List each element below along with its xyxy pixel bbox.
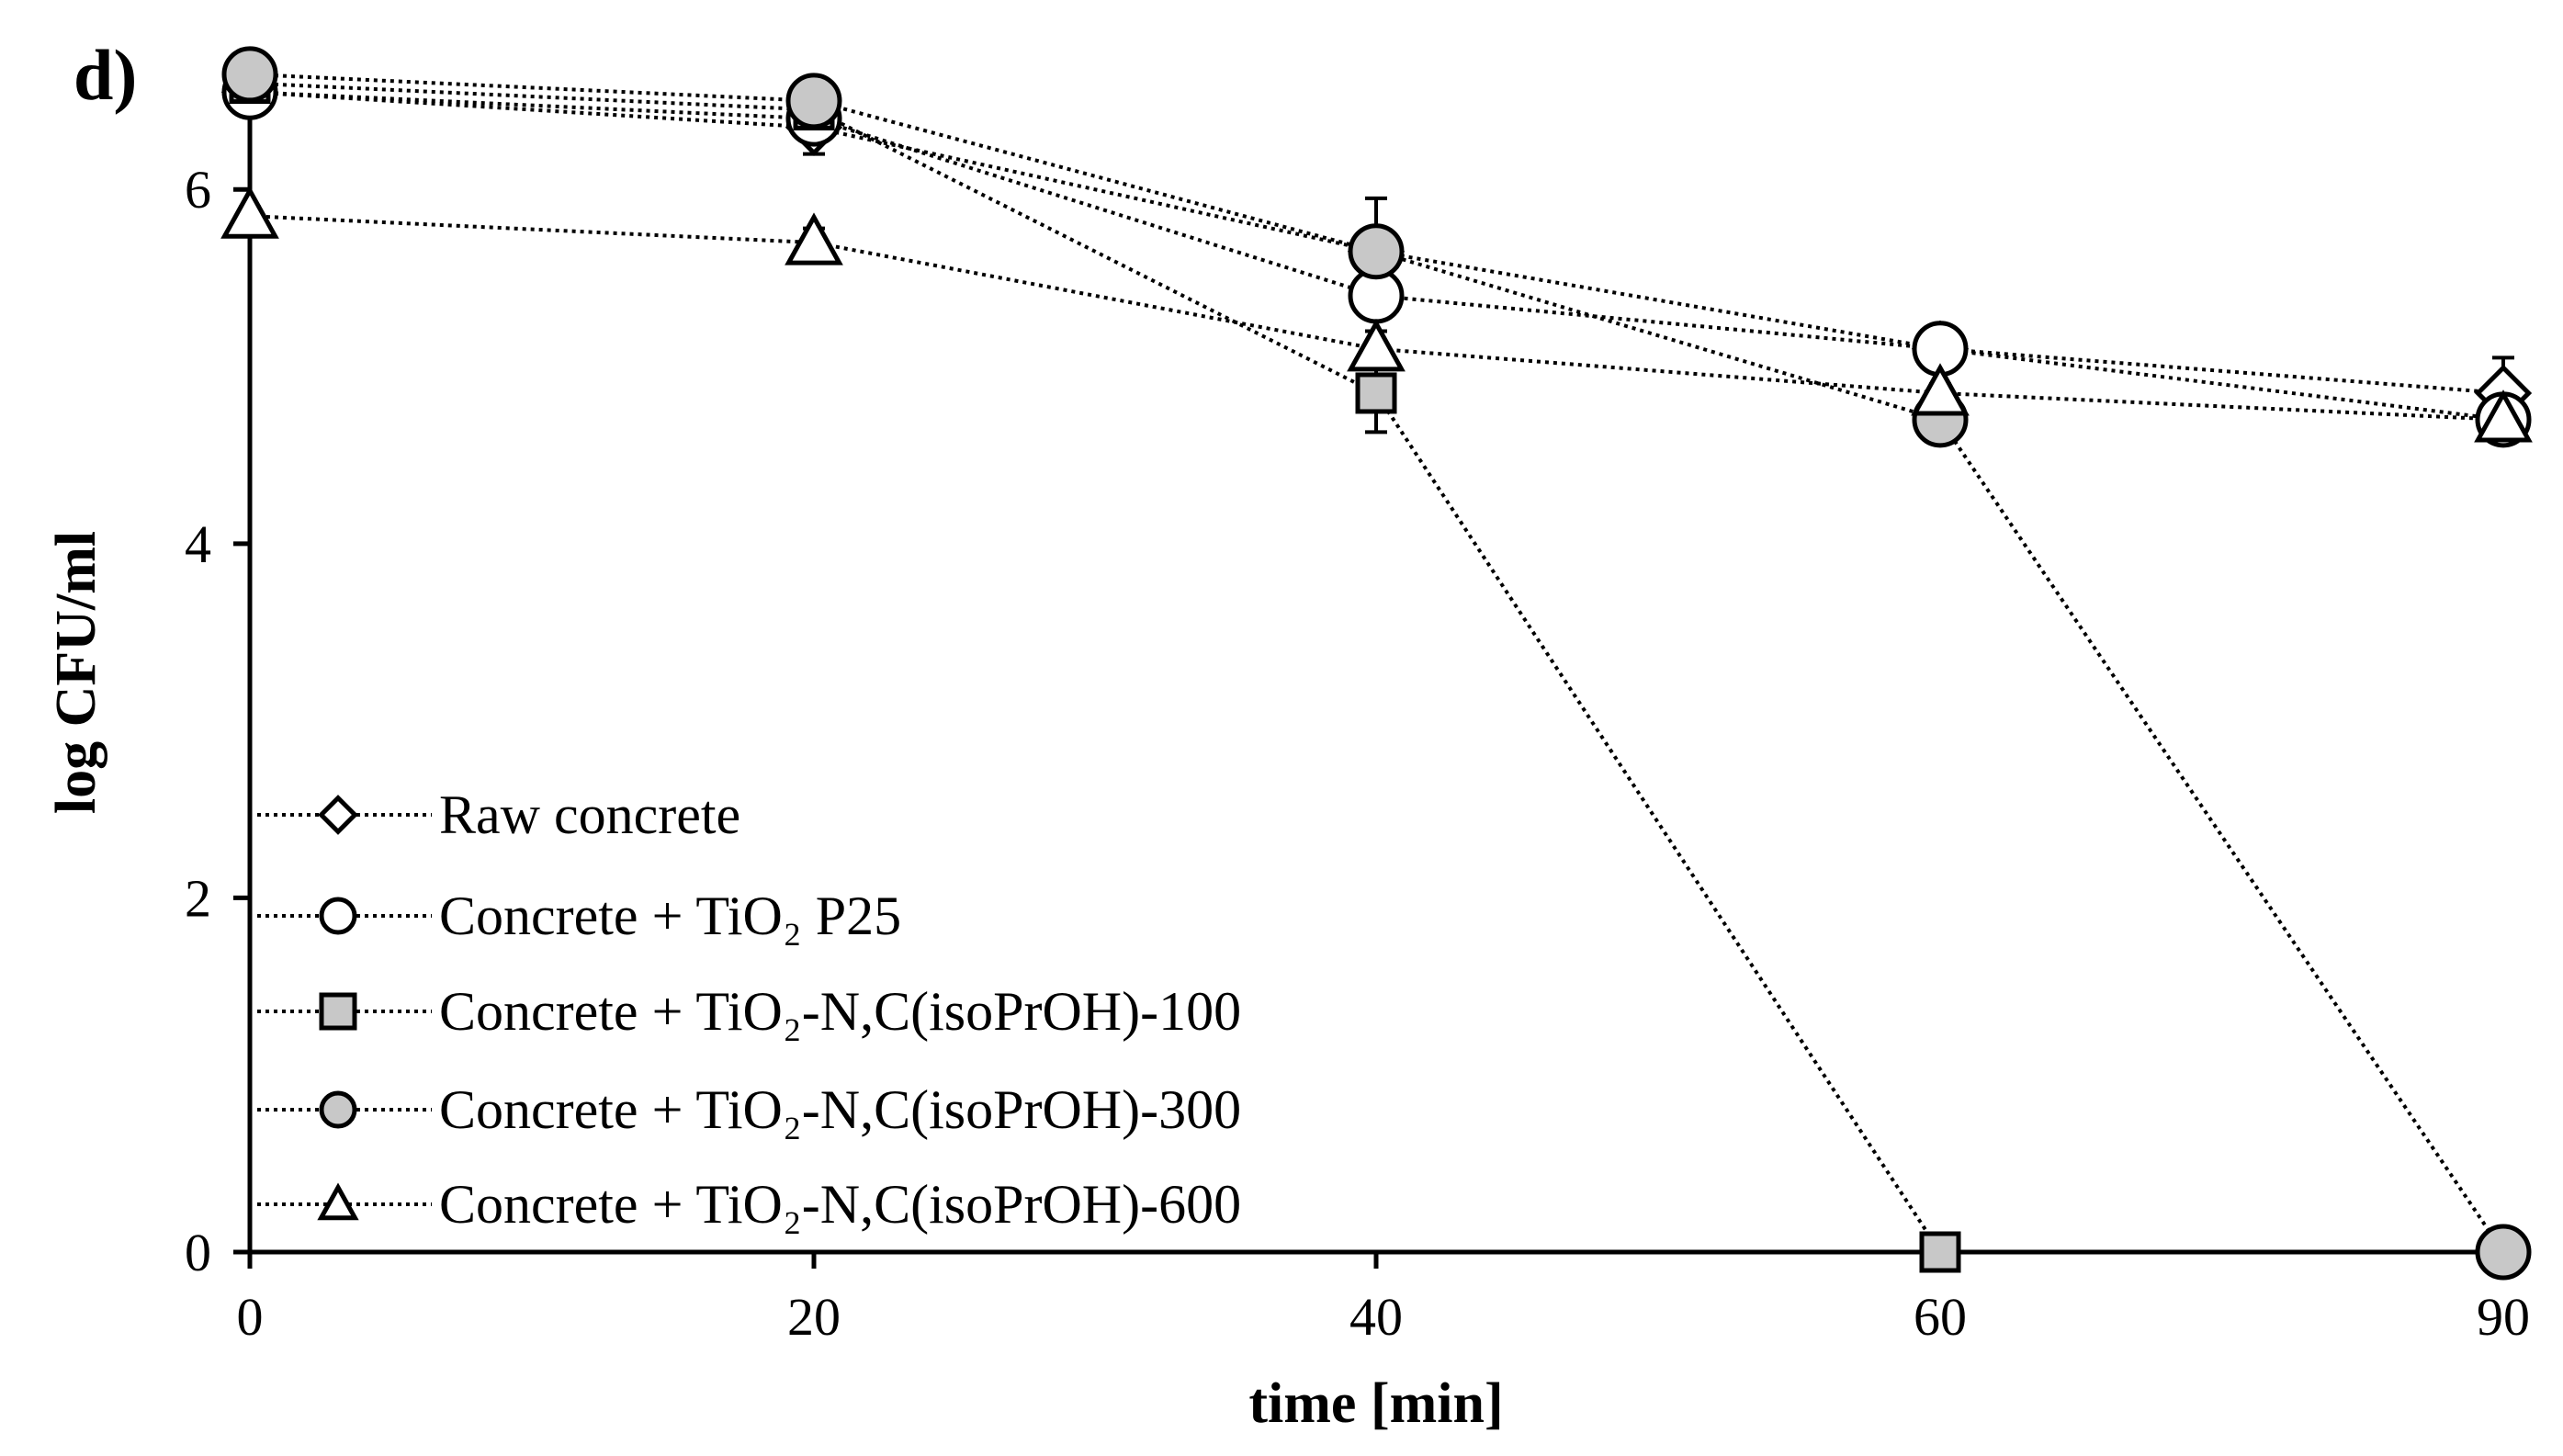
data-point xyxy=(220,186,279,239)
x-tick-label: 20 xyxy=(787,1287,841,1347)
data-point xyxy=(1348,223,1405,280)
series-line xyxy=(249,81,1942,1254)
legend-symbol xyxy=(319,992,357,1031)
legend-label: Concrete + TiO₂-N,C(isoPrOH)-300 xyxy=(439,1079,1241,1140)
panel-label: d) xyxy=(73,35,137,115)
data-point xyxy=(1347,319,1406,372)
x-axis-title: time [min] xyxy=(1248,1372,1503,1435)
x-tick-label: 0 xyxy=(237,1287,264,1347)
legend-symbol xyxy=(319,897,357,935)
data-point xyxy=(1911,363,1970,416)
y-tick-label: 4 xyxy=(185,514,211,574)
data-point xyxy=(785,73,842,130)
legend: Raw concrete Concrete + TiO₂ P25 Concrete … xyxy=(257,784,1241,1235)
legend-label: Concrete + TiO₂-N,C(isoPrOH)-100 xyxy=(439,981,1241,1042)
x-tick-label: 60 xyxy=(1914,1287,1967,1347)
series-markers xyxy=(220,46,2533,1281)
data-point xyxy=(1919,1231,1961,1273)
legend-symbol xyxy=(318,795,358,835)
legend-label: Raw concrete xyxy=(439,784,740,845)
data-point xyxy=(1355,372,1397,414)
x-tick-label: 40 xyxy=(1349,1287,1403,1347)
y-tick-label: 6 xyxy=(185,160,211,220)
y-tick-label: 0 xyxy=(185,1223,211,1282)
legend-label: Concrete + TiO₂-N,C(isoPrOH)-600 xyxy=(439,1174,1241,1235)
y-tick-label: 2 xyxy=(185,868,211,928)
legend-symbol xyxy=(317,1182,359,1221)
series-lines xyxy=(249,72,2505,1254)
legend-symbol xyxy=(319,1090,357,1129)
legend-label: Concrete + TiO₂ P25 xyxy=(439,886,901,946)
x-tick-label: 90 xyxy=(2477,1287,2530,1347)
data-point xyxy=(221,46,278,103)
series-line xyxy=(249,72,2505,1254)
data-point xyxy=(785,212,843,265)
y-ticks: 0 2 4 6 xyxy=(185,160,250,1282)
x-ticks: 0 20 40 60 90 xyxy=(237,1252,2530,1347)
data-point xyxy=(2474,389,2533,443)
y-axis-title: log CFU/ml xyxy=(45,531,107,814)
data-point xyxy=(2475,1224,2532,1281)
